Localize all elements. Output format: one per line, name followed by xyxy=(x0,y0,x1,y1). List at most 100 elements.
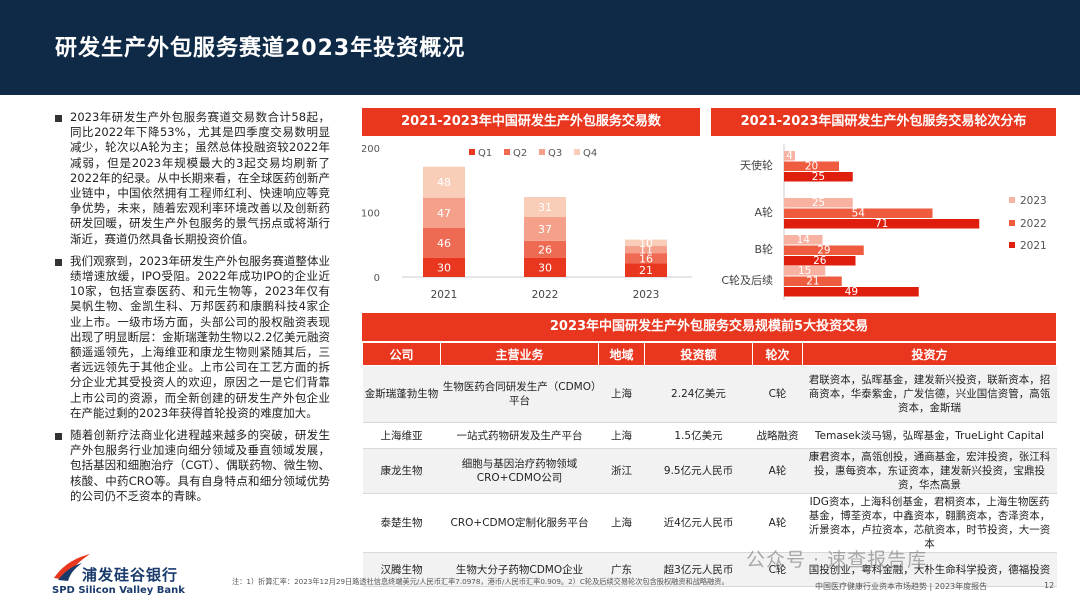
page-title: 研发生产外包服务赛道2023年投资概况 xyxy=(55,36,466,61)
data-label: 15 xyxy=(798,265,811,277)
header-bar: 研发生产外包服务赛道2023年投资概况 xyxy=(0,0,1080,95)
bar-segment xyxy=(423,227,465,258)
company-cell: 上海维亚 xyxy=(362,422,441,449)
business-cell: 生物大分子药物CDMO企业 xyxy=(440,552,599,587)
data-label: 20 xyxy=(805,161,818,173)
category-label: C轮及后续 xyxy=(721,273,773,287)
legend-swatch-2023 xyxy=(1009,197,1015,203)
legend-label-q3: Q3 xyxy=(548,148,562,159)
company-cell: 泰楚生物 xyxy=(362,493,441,553)
bar xyxy=(784,172,853,182)
data-label: 30 xyxy=(437,261,451,274)
legend-swatch-q1 xyxy=(469,149,475,155)
bar xyxy=(784,198,853,208)
legend-label-q2: Q2 xyxy=(513,148,527,159)
y-tick-label: 200 xyxy=(362,144,380,155)
bar xyxy=(784,266,826,276)
x-tick-label: 2023 xyxy=(633,289,660,301)
company-cell: 金斯瑞蓬勃生物 xyxy=(362,365,441,423)
legend-label-2021: 2021 xyxy=(1020,240,1047,252)
bullet-3: 随着创新疗法商业化进程越来越多的突破，研发生产外包服务行业加速向细分领域及垂直领… xyxy=(54,428,330,504)
legend-swatch-q4 xyxy=(574,149,580,155)
y-tick-label: 100 xyxy=(362,209,380,220)
company-cell: 汉腾生物 xyxy=(362,552,441,587)
bar-segment xyxy=(423,257,465,277)
data-label: 16 xyxy=(639,252,653,265)
investors-cell: Temasek淡马锡，弘晖基金，TrueLight Capital xyxy=(802,422,1057,449)
amount-cell: 超3亿元人民币 xyxy=(644,552,753,587)
data-label: 11 xyxy=(639,244,653,257)
legend-swatch-2022 xyxy=(1009,220,1015,226)
logo-text-cn: 浦发硅谷银行 xyxy=(82,566,179,584)
bar-segment xyxy=(625,239,667,247)
x-tick-label: 2021 xyxy=(431,289,458,301)
table-header-row: 公司 主营业务 地域 投资额 轮次 投资方 xyxy=(362,342,1057,366)
bar-segment xyxy=(625,246,667,254)
legend-label-2022: 2022 xyxy=(1020,218,1047,230)
column-header-company: 公司 xyxy=(362,342,441,366)
bar-segment xyxy=(423,166,465,198)
data-label: 25 xyxy=(812,197,825,209)
amount-cell: 1.5亿美元 xyxy=(644,422,753,449)
data-label: 71 xyxy=(875,218,888,230)
column-header-round: 轮次 xyxy=(752,342,803,366)
bar xyxy=(784,161,839,171)
y-tick-label: 0 xyxy=(374,273,380,284)
category-label: A轮 xyxy=(754,205,773,219)
round-cell: A轮 xyxy=(752,448,803,494)
column-header-region: 地域 xyxy=(598,342,645,366)
region-cell: 广东 xyxy=(598,552,645,587)
table-row: 康龙生物 细胞与基因治疗药物领域CRO+CDMO公司 浙江 9.5亿元人民币 A… xyxy=(362,448,1057,494)
logo-text-en: SPD Silicon Valley Bank xyxy=(52,585,185,596)
region-cell: 上海 xyxy=(598,422,645,449)
column-header-investors: 投资方 xyxy=(802,342,1057,366)
category-label: B轮 xyxy=(754,242,773,256)
legend-label-2023: 2023 xyxy=(1020,195,1047,207)
business-cell: 一站式药物研发及生产平台 xyxy=(440,422,599,449)
top-deals-table-title: 2023年中国研发生产外包服务交易规模前5大投资交易 xyxy=(362,313,1056,341)
bank-logo: 浦发硅谷银行 SPD Silicon Valley Bank xyxy=(52,552,232,600)
data-label: 48 xyxy=(437,176,451,189)
bar xyxy=(784,276,842,286)
legend-swatch-q3 xyxy=(539,149,545,155)
bar-segment xyxy=(423,197,465,228)
data-label: 10 xyxy=(639,237,653,250)
category-label: 天使轮 xyxy=(740,158,773,172)
investors-cell: 国投创业，粤科金融，大朴生命科学投资，德福投资 xyxy=(802,552,1057,587)
column-header-amount: 投资额 xyxy=(644,342,753,366)
data-label: 49 xyxy=(845,286,858,298)
page-number: 12 xyxy=(1044,581,1055,590)
business-cell: 生物医药合同研发生产（CDMO）平台 xyxy=(440,365,599,423)
business-cell: CRO+CDMO定制化服务平台 xyxy=(440,493,599,553)
bar xyxy=(784,208,933,218)
amount-cell: 近4亿元人民币 xyxy=(644,493,753,553)
logo-mark-icon xyxy=(54,554,90,581)
investors-cell: 君联资本，弘晖基金，建发新兴投资，联新资本，招商资本，华泰紫金，广发信德，兴业国… xyxy=(802,365,1057,423)
bar-segment xyxy=(625,263,667,277)
bar-segment xyxy=(524,197,566,218)
data-label: 30 xyxy=(538,261,552,274)
round-cell: 战略融资 xyxy=(752,422,803,449)
data-label: 26 xyxy=(813,255,827,267)
bar xyxy=(784,245,864,255)
column-header-business: 主营业务 xyxy=(440,342,599,366)
bullet-1: 2023年研发生产外包服务赛道交易数合计58起，同比2022年下降53%，尤其是… xyxy=(54,110,330,247)
company-cell: 康龙生物 xyxy=(362,448,441,494)
investors-cell: IDG资本，上海科创基金，君桐资本，上海生物医药基金，博荃资本，中鑫资本，翱鹏资… xyxy=(802,493,1057,553)
bar xyxy=(784,235,823,245)
legend-swatch-2021 xyxy=(1009,242,1015,248)
data-label: 37 xyxy=(538,223,552,236)
amount-cell: 2.24亿美元 xyxy=(644,365,753,423)
bar-segment xyxy=(524,217,566,241)
report-name: 中国医疗健康行业资本市场趋势 | 2023年度报告 xyxy=(815,582,988,591)
deal-count-chart-title: 2021-2023年中国研发生产外包服务交易数 xyxy=(362,108,700,136)
footnote: 注：1）折算汇率：2023年12月29日路透社信息终端美元/人民币汇率7.097… xyxy=(232,577,729,586)
table-row: 汉腾生物 生物大分子药物CDMO企业 广东 超3亿元人民币 C轮 国投创业，粤科… xyxy=(362,552,1057,587)
table-row: 上海维亚 一站式药物研发及生产平台 上海 1.5亿美元 战略融资 Temasek… xyxy=(362,422,1057,449)
round-cell: A轮 xyxy=(752,493,803,553)
round-cell: C轮 xyxy=(752,365,803,423)
x-tick-label: 2022 xyxy=(532,289,559,301)
top-deals-table: 公司 主营业务 地域 投资额 轮次 投资方 金斯瑞蓬勃生物 生物医药合同研发生产… xyxy=(362,342,1057,587)
data-label: 14 xyxy=(797,234,811,246)
business-cell: 细胞与基因治疗药物领域CRO+CDMO公司 xyxy=(440,448,599,494)
